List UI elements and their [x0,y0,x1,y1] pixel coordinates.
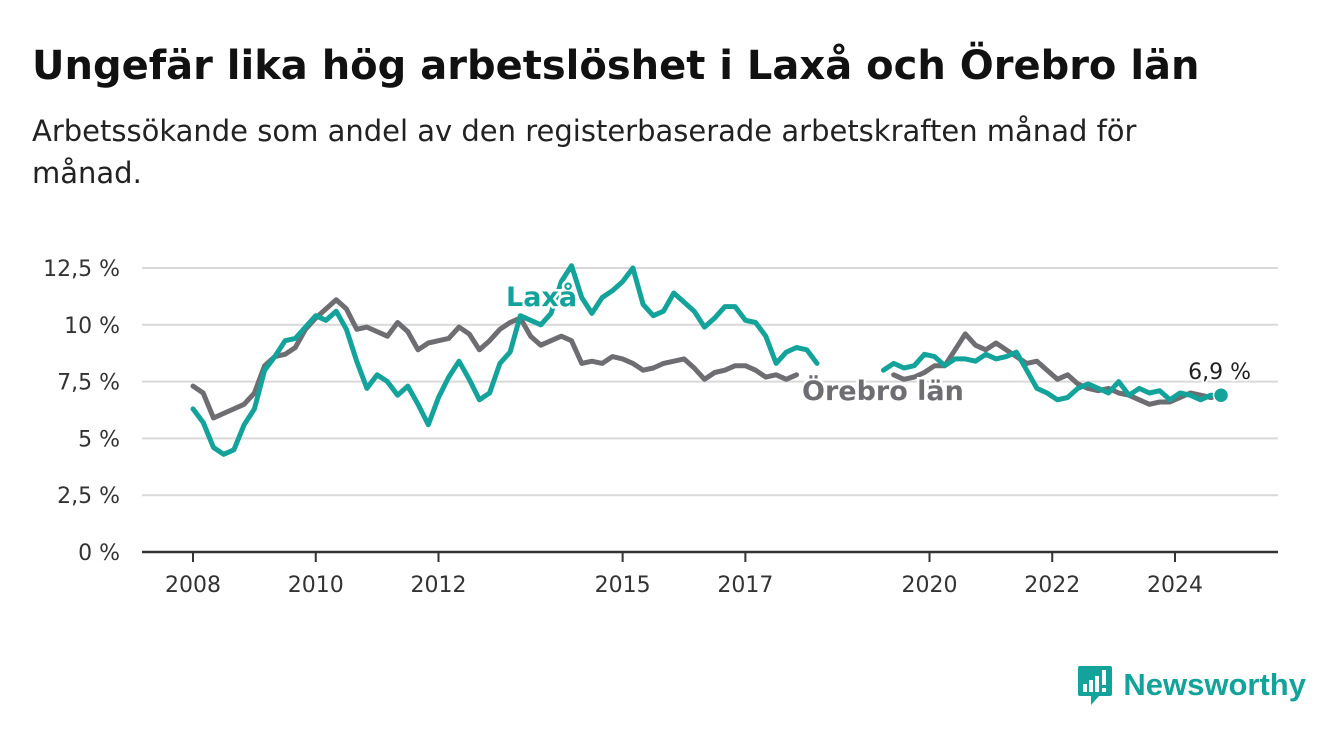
series-line-orebro-lan [190,297,1224,421]
brand-name: Newsworthy [1123,667,1306,702]
end-point-marker [1212,386,1230,404]
x-tick-label: 2022 [1024,573,1080,598]
grid-lines [142,267,1278,497]
series-line-laxa [190,263,1224,457]
end-value-label: 6,9 % [1188,360,1251,385]
y-tick-label: 7,5 % [57,371,120,396]
x-tick-label: 2008 [165,573,221,598]
y-axis-labels: 0 % 2,5 % 5 % 7,5 % 10 % 12,5 % [43,257,120,566]
x-axis: 2008 2010 2012 2015 2017 2020 2022 2024 [142,550,1278,598]
x-tick-label: 2012 [411,573,467,598]
x-tick-label: 2020 [902,573,958,598]
y-tick-label: 5 % [78,427,120,452]
y-tick-label: 12,5 % [43,257,120,282]
y-tick-label: 10 % [64,314,120,339]
chart-subtitle: Arbetssökande som andel av den registerb… [32,114,1137,190]
newsworthy-logo-icon [1078,666,1113,705]
series-labels: Laxå Örebro län 6,9 % [504,279,1254,410]
brand-logo: Newsworthy [1077,664,1306,706]
y-tick-label: 0 % [78,541,120,566]
x-tick-label: 2017 [717,573,773,598]
series-lines [190,263,1224,457]
chart-title: Ungefär lika hög arbetslöshet i Laxå och… [32,43,1200,89]
series-label-orebro-lan: Örebro län [802,374,964,407]
x-tick-label: 2010 [288,573,344,598]
series-label-laxa: Laxå [506,281,577,313]
x-tick-label: 2015 [595,573,651,598]
x-tick-label: 2024 [1147,573,1203,598]
y-tick-label: 2,5 % [57,484,120,509]
